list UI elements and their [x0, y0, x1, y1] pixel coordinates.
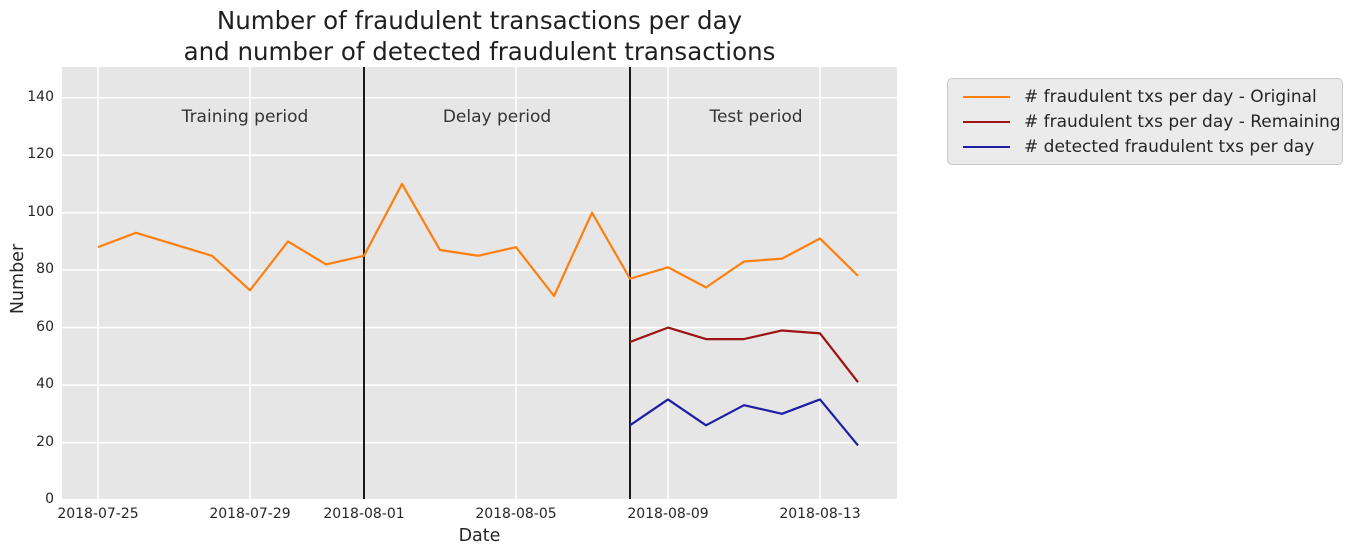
y-tick-label: 0 — [45, 491, 54, 507]
legend-item: # fraudulent txs per day - Remaining — [948, 109, 1342, 134]
y-tick-label: 40 — [36, 376, 54, 393]
legend-items: # fraudulent txs per day - Original # fra… — [948, 84, 1342, 159]
y-tick-label: 80 — [36, 261, 54, 278]
x-tick-label: 2018-08-01 — [323, 506, 405, 522]
legend: # fraudulent txs per day - Original # fra… — [947, 78, 1343, 165]
period-annotation: Training period — [181, 107, 309, 127]
period-annotation: Test period — [709, 107, 803, 127]
legend-item-label: # fraudulent txs per day - Remaining — [1024, 111, 1341, 132]
y-tick-label: 140 — [27, 88, 54, 105]
period-annotation: Delay period — [442, 107, 552, 127]
legend-line-swatch-icon — [963, 120, 1010, 123]
plot-svg — [62, 67, 897, 499]
chart-title: Number of fraudulent transactions per da… — [62, 6, 897, 67]
x-tick-label: 2018-08-05 — [475, 506, 557, 522]
y-tick-label: 100 — [27, 203, 54, 220]
y-axis-label: Number — [8, 243, 28, 315]
series-line — [629, 326, 859, 383]
legend-item: # fraudulent txs per day - Original — [948, 84, 1342, 109]
y-tick-label: 60 — [36, 318, 54, 335]
legend-item: # detected fraudulent txs per day — [948, 134, 1342, 159]
x-tick-label: 2018-07-25 — [57, 506, 139, 522]
series-line — [629, 398, 859, 447]
series-line — [97, 182, 859, 298]
x-tick-label: 2018-07-29 — [209, 506, 291, 522]
chart-title-line2: and number of detected fraudulent transa… — [183, 36, 776, 66]
y-tick-label: 20 — [36, 433, 54, 450]
plot-area — [62, 67, 897, 499]
legend-line-swatch-icon — [963, 145, 1010, 148]
legend-item-label: # detected fraudulent txs per day — [1024, 136, 1315, 157]
x-axis-label: Date — [458, 526, 501, 546]
y-tick-label: 120 — [27, 146, 54, 163]
legend-item-label: # fraudulent txs per day - Original — [1024, 86, 1317, 107]
x-tick-label: 2018-08-09 — [627, 506, 709, 522]
chart-title-line1: Number of fraudulent transactions per da… — [216, 6, 743, 35]
x-tick-label: 2018-08-13 — [779, 506, 861, 522]
legend-line-swatch-icon — [963, 95, 1010, 98]
